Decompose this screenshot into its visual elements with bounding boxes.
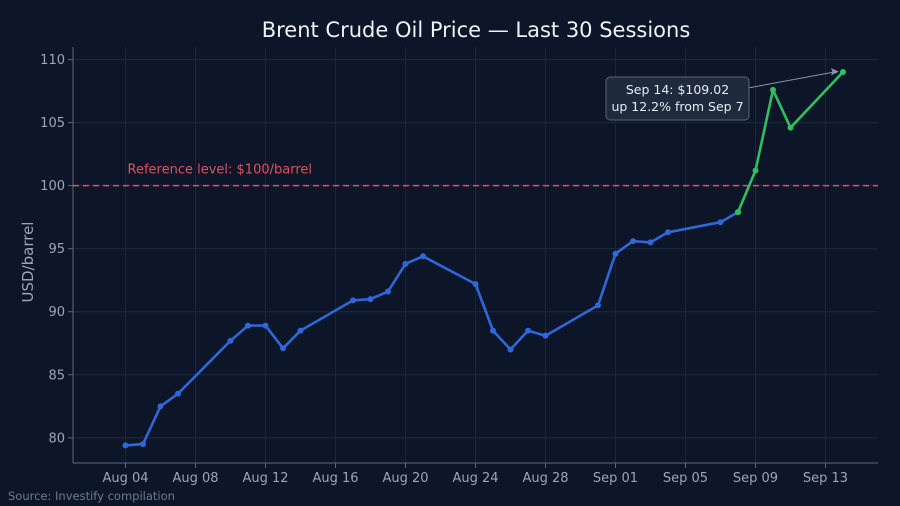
data-point	[507, 346, 514, 353]
source-note: Source: Investify compilation	[8, 489, 175, 503]
y-tick-label: 100	[40, 179, 65, 194]
data-point	[262, 322, 269, 329]
data-point	[630, 238, 636, 245]
data-point	[542, 332, 549, 339]
annotation-line-2: up 12.2% from Sep 7	[611, 99, 743, 114]
annotation-group: Sep 14: $109.02 up 12.2% from Sep 7	[605, 68, 839, 121]
data-point	[665, 229, 671, 236]
axes: 80 85 90 95 100 105 110 Aug 04 Aug 08 Aug 12 Aug 1…	[40, 47, 878, 486]
data-point	[245, 322, 251, 329]
reference-line-group: Reference level: $100/barrel	[73, 163, 878, 187]
annotation-arrowhead	[831, 68, 839, 76]
x-tick-label: Sep 05	[663, 471, 708, 486]
data-point	[647, 239, 654, 246]
x-tick-label: Sep 13	[803, 471, 848, 486]
data-point	[595, 302, 601, 309]
data-point	[402, 260, 409, 267]
annotation-arrow-line	[747, 70, 838, 89]
x-tick-label: Aug 08	[172, 471, 218, 486]
grid-lines	[73, 47, 878, 463]
data-point	[140, 441, 146, 448]
data-point	[297, 327, 304, 334]
series-line-2	[736, 70, 845, 214]
data-point	[472, 280, 479, 287]
data-point	[840, 68, 846, 75]
y-tick-label: 110	[40, 53, 65, 68]
data-point	[420, 253, 426, 260]
data-point	[787, 124, 794, 131]
series-line-1	[124, 210, 740, 447]
x-tick-label: Aug 04	[102, 471, 148, 486]
y-tick-label: 80	[48, 431, 65, 446]
data-point	[367, 296, 374, 303]
annotation-box	[605, 76, 750, 121]
series-group	[122, 68, 846, 449]
y-axis-label: USD/barrel	[19, 222, 37, 303]
data-point	[157, 403, 164, 410]
x-tick-label: Aug 20	[382, 471, 428, 486]
x-tick-label: Sep 09	[733, 471, 778, 486]
data-point	[735, 209, 741, 216]
x-tick-label: Sep 01	[593, 471, 638, 486]
data-point	[770, 86, 776, 93]
annotation-line-1: Sep 14: $109.02	[626, 82, 729, 97]
y-tick-label: 85	[48, 368, 65, 383]
data-point	[525, 327, 531, 334]
data-point	[122, 442, 129, 449]
data-point	[612, 250, 619, 257]
x-tick-label: Aug 12	[242, 471, 288, 486]
x-tick-label: Aug 28	[522, 471, 568, 486]
data-point	[350, 297, 356, 304]
y-tick-label: 105	[40, 116, 65, 131]
reference-line-label: Reference level: $100/barrel	[128, 163, 313, 178]
data-point	[490, 327, 496, 334]
data-point	[717, 219, 724, 226]
data-point	[280, 345, 286, 352]
y-tick-label: 95	[48, 242, 65, 257]
chart-title: Brent Crude Oil Price — Last 30 Sessions	[262, 18, 691, 42]
y-tick-label: 90	[48, 305, 65, 320]
data-point	[385, 288, 391, 295]
data-point	[752, 167, 759, 174]
data-point	[227, 337, 234, 344]
x-tick-label: Aug 24	[452, 471, 498, 486]
x-tick-label: Aug 16	[312, 471, 358, 486]
data-point	[175, 390, 181, 397]
